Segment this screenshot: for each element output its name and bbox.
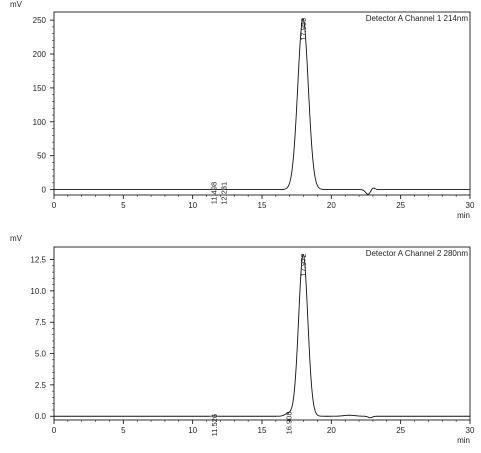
x-tick-label: 15 [258,201,267,210]
y-tick-label: 100 [33,118,47,127]
peak-retention-label: 11.498 [209,182,218,204]
x-axis-unit-label: min [457,211,470,220]
signal-trace [54,18,470,195]
chromatogram-panel-214nm: 0 50 100 150 200 250 0 5 10 15 20 25 30 mV min Detector… [10,0,475,220]
peak-retention-label: 12.231 [220,182,229,205]
x-axis-unit-label: min [457,436,470,445]
y-tick-label: 50 [37,152,46,161]
x-tick-label: 20 [327,426,336,435]
x-tick-label: 5 [121,426,126,435]
peak-retention-label: 11.526 [210,414,219,436]
x-tick-label: 5 [121,201,126,210]
detector-title: Detector A Channel 2 280nm [366,249,469,258]
y-tick-label: 200 [33,50,47,59]
plot-frame [53,246,471,421]
y-tick-label: 150 [33,84,47,93]
y-tick-label: 2.5 [35,381,47,390]
peak-retention-label: 17.972 [299,254,308,277]
x-tick-label: 10 [188,426,197,435]
y-tick-label: 5.0 [35,350,47,359]
peak-retention-label: 16.908 [284,411,293,434]
chromatogram-panel-280nm: 0.0 2.5 5.0 7.5 10.0 12.5 0 5 10 15 20 25 30 mV min Det… [10,234,475,445]
y-tick-label: 0.0 [35,412,47,421]
y-axis-unit-label: mV [10,234,23,243]
x-tick-label: 0 [52,426,57,435]
y-tick-label: 12.5 [30,256,46,265]
x-tick-label: 0 [52,201,57,210]
detector-title: Detector A Channel 1 214nm [366,14,469,23]
x-tick-label: 20 [327,201,336,210]
x-tick-label: 25 [396,426,405,435]
y-tick-label: 250 [33,16,47,25]
x-tick-label: 10 [188,201,197,210]
plot-frame [53,11,471,196]
y-tick-label: 7.5 [35,318,47,327]
x-tick-label: 25 [396,201,405,210]
peak-retention-label: 17.959 [299,18,308,41]
x-tick-label: 15 [258,426,267,435]
x-tick-label: 30 [466,426,475,435]
signal-trace [54,254,470,419]
y-axis-unit-label: mV [10,0,23,9]
x-tick-label: 30 [466,201,475,210]
y-tick-label: 0 [42,186,47,195]
y-tick-label: 10.0 [30,287,46,296]
